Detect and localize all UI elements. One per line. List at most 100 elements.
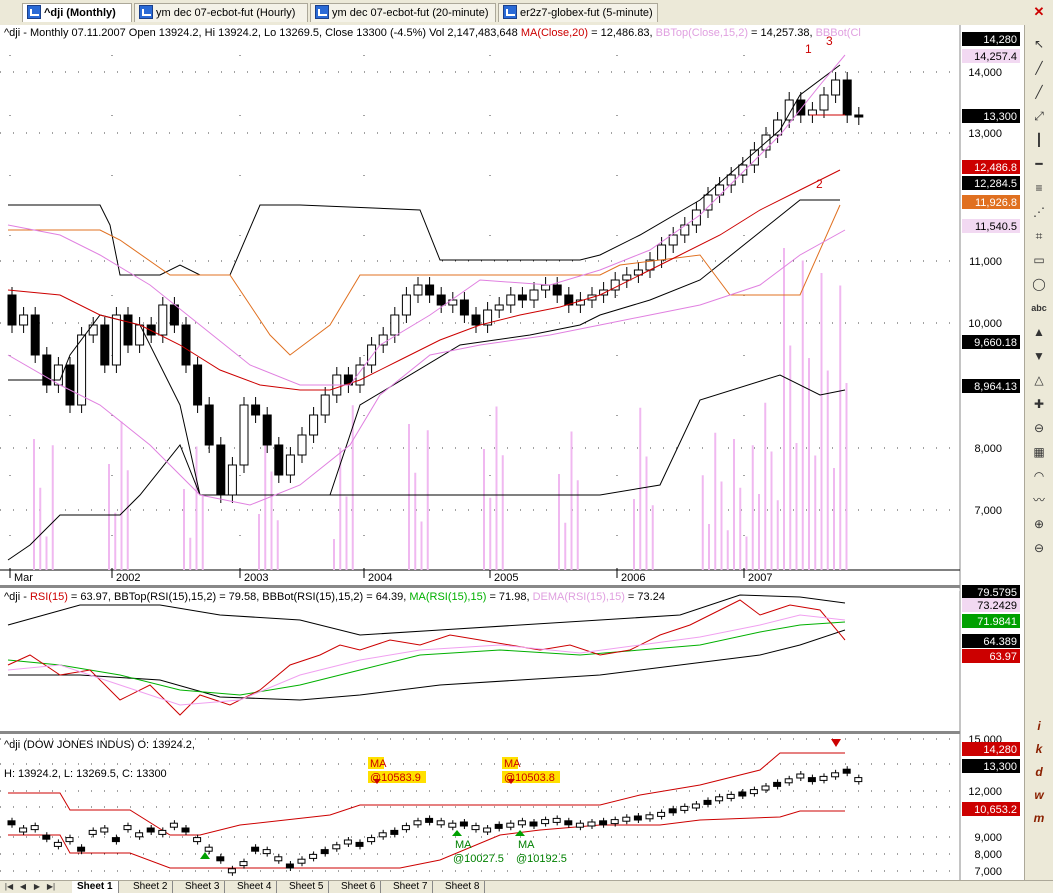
lower-candle-body xyxy=(146,827,155,833)
timeframe-d-button[interactable]: d xyxy=(1035,765,1043,779)
lower-candle-body xyxy=(53,841,62,847)
drawing-toolbar: ↖ ╱ ╱ ⤢ ┃ ━ ≡ ⋰ ⌗ ▭ ◯ abc ▲ ▼ △ ✚ ⊖ ▦ ◠ 〰 ⊕ ⊖ i k d w m xyxy=(1024,25,1053,880)
volume-bar xyxy=(414,472,417,570)
triangle-icon[interactable]: △ xyxy=(1034,373,1044,387)
candle-body xyxy=(158,304,168,336)
lower-label-bg xyxy=(962,759,1020,773)
x-tick-label: 2007 xyxy=(748,572,772,584)
channel-icon[interactable]: ≡ xyxy=(1035,181,1043,195)
signal-value: @10192.5 xyxy=(516,853,567,865)
horizontal-line-icon[interactable]: ━ xyxy=(1035,157,1043,171)
zoom-in-icon[interactable]: ✚ xyxy=(1033,397,1045,411)
zoom-out-icon[interactable]: ⊖ xyxy=(1033,421,1045,435)
price-label: 11,926.8 xyxy=(975,197,1017,209)
lower-candle-body xyxy=(367,837,376,843)
arrow-down-icon[interactable]: ▼ xyxy=(1033,349,1045,363)
sheet-tab[interactable]: Sheet 8 xyxy=(440,881,486,893)
rectangle-icon[interactable]: ▭ xyxy=(1033,253,1045,267)
sheet-tab[interactable]: Sheet 1 xyxy=(72,881,119,893)
grid-icon[interactable]: ▦ xyxy=(1033,445,1045,459)
tab-dji-monthly[interactable]: ^dji (Monthly) xyxy=(22,3,132,22)
pane-splitter[interactable] xyxy=(0,731,1024,734)
candle-body xyxy=(367,344,377,366)
donchian-line xyxy=(8,204,841,356)
lower-candle-body xyxy=(204,846,213,852)
lower-candle-body xyxy=(552,817,561,823)
y-tick-label: 14,000 xyxy=(968,67,1002,79)
next-sheet-icon[interactable]: ▶ xyxy=(33,882,41,891)
last-sheet-icon[interactable]: ▶| xyxy=(46,882,56,891)
rsi-label: 64.389 xyxy=(983,636,1017,648)
chart-canvas[interactable]: 14,000 13,000 11,000 10,000 8,000 7,000 Mar 200… xyxy=(0,25,1024,880)
zoom-minus-icon[interactable]: ⊖ xyxy=(1033,541,1045,555)
first-sheet-icon[interactable]: |◀ xyxy=(4,882,14,891)
lower-candle-body xyxy=(575,822,584,828)
volume-bar xyxy=(770,451,773,570)
extended-line-icon[interactable]: ⤢ xyxy=(1034,109,1044,123)
rsi-ma-line xyxy=(7,621,846,696)
tab-ym-20min[interactable]: ym dec 07-ecbot-fut (20-minute) xyxy=(310,3,496,22)
close-icon[interactable]: ✕ xyxy=(1033,4,1045,19)
candle-body xyxy=(390,314,400,336)
volume-bar xyxy=(345,496,348,570)
channel-upper-line xyxy=(8,64,841,276)
volume-bar xyxy=(426,430,429,570)
lower-candle-body xyxy=(355,841,364,847)
sheet-tab[interactable]: Sheet 5 xyxy=(284,881,330,893)
fib-icon[interactable]: ⋰ xyxy=(1033,205,1045,219)
header-bbtop-value: = 14,257.38, xyxy=(748,27,816,39)
rsi-label: 79.5795 xyxy=(977,587,1017,599)
y-tick-label: 13,000 xyxy=(968,128,1002,140)
pane-splitter[interactable] xyxy=(0,585,1024,588)
ellipse-icon[interactable]: ◯ xyxy=(1032,277,1046,291)
volume-bar xyxy=(733,439,735,570)
sheet-tab[interactable]: Sheet 6 xyxy=(336,881,382,893)
timeframe-i-button[interactable]: i xyxy=(1037,719,1041,733)
lower-channel-bot xyxy=(8,810,845,869)
price-label: 13,300 xyxy=(983,111,1017,123)
price-label-bg xyxy=(962,160,1020,174)
arc-icon[interactable]: ◠ xyxy=(1033,469,1045,483)
lower-channel-top xyxy=(8,752,845,836)
lower-candle-body xyxy=(413,820,422,826)
tab-ym-hourly[interactable]: ym dec 07-ecbot-fut (Hourly) xyxy=(134,3,308,22)
tab-er2-5min[interactable]: er2z7-globex-fut (5-minute) xyxy=(498,3,658,22)
gann-icon[interactable]: ⌗ xyxy=(1035,229,1043,243)
volume-bar xyxy=(745,536,748,570)
vertical-line-icon[interactable]: ┃ xyxy=(1035,133,1043,147)
ma-line xyxy=(7,169,841,391)
candle-body xyxy=(100,324,110,366)
timeframe-w-button[interactable]: w xyxy=(1034,788,1044,802)
zoom-plus-icon[interactable]: ⊕ xyxy=(1033,517,1045,531)
lower-candle-body xyxy=(320,849,329,855)
arrow-up-icon[interactable]: ▲ xyxy=(1033,325,1045,339)
prev-sheet-icon[interactable]: ◀ xyxy=(19,882,27,891)
wave-icon[interactable]: 〰 xyxy=(1032,493,1045,507)
timeframe-m-button[interactable]: m xyxy=(1033,811,1045,825)
lower-candle-body xyxy=(100,827,109,833)
volume-bar xyxy=(351,405,354,570)
timeframe-k-button[interactable]: k xyxy=(1035,742,1043,756)
volume-bar xyxy=(783,248,785,570)
volume-bar xyxy=(183,489,185,570)
sheet-tab[interactable]: Sheet 2 xyxy=(128,881,174,893)
wave-annotation: 2 xyxy=(816,177,823,191)
chart-area[interactable]: 14,000 13,000 11,000 10,000 8,000 7,000 Mar 200… xyxy=(0,25,1024,880)
candle-body xyxy=(204,404,214,446)
volume-bar xyxy=(339,447,342,570)
price-label-bg xyxy=(962,109,1020,123)
sheet-tab[interactable]: Sheet 3 xyxy=(180,881,226,893)
volume-bar xyxy=(808,358,810,570)
volume-bar xyxy=(789,345,792,570)
sheet-tab[interactable]: Sheet 7 xyxy=(388,881,434,893)
ray-icon[interactable]: ╱ xyxy=(1035,85,1043,99)
candle-body xyxy=(448,299,458,306)
lower-candle-body xyxy=(796,773,805,779)
candle-body xyxy=(239,404,249,466)
cursor-icon[interactable]: ↖ xyxy=(1033,37,1045,51)
text-icon[interactable]: abc xyxy=(1031,303,1047,313)
line-icon[interactable]: ╱ xyxy=(1035,61,1043,75)
lower-candle-body xyxy=(622,816,631,822)
chart-icon xyxy=(27,5,41,20)
sheet-tab[interactable]: Sheet 4 xyxy=(232,881,278,893)
